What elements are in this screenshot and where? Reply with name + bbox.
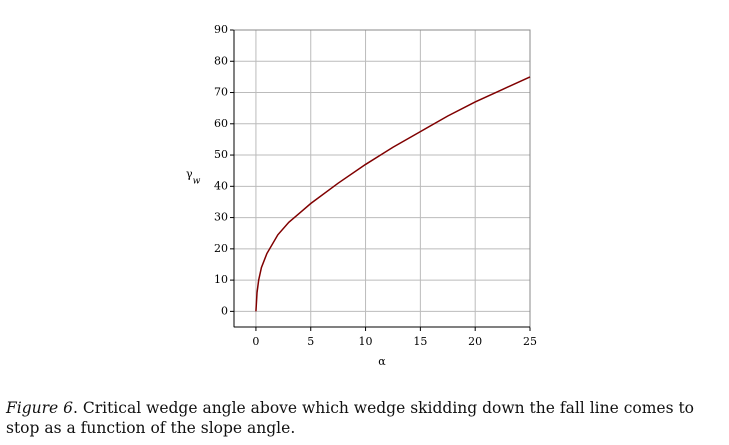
y-tick-label: 90 [214, 23, 228, 36]
y-tick-label: 30 [214, 211, 228, 224]
caption-text: . Critical wedge angle above which wedge… [6, 399, 695, 437]
y-axis-symbol: γ [186, 168, 193, 181]
line-series [255, 76, 531, 312]
y-tick-label: 50 [214, 148, 228, 161]
y-tick-label: 0 [221, 304, 228, 317]
caption-label: Figure 6 [6, 399, 73, 417]
y-tick-label: 80 [214, 54, 228, 67]
y-tick-label: 10 [214, 273, 228, 286]
y-tick-label: 20 [214, 242, 228, 255]
y-axis-label: γw [186, 168, 201, 187]
caption: Figure 6. Critical wedge angle above whi… [6, 398, 726, 438]
chart: 0 10 20 30 40 50 60 70 80 90 0 5 10 15 20 25 α γw [186, 23, 537, 368]
y-tick-label: 40 [214, 179, 228, 192]
x-tick-label: 10 [359, 335, 373, 348]
x-tick-label: 0 [252, 335, 259, 348]
x-tick-label: 5 [307, 335, 314, 348]
x-tick-label: 20 [468, 335, 482, 348]
plot-frame [233, 29, 531, 328]
x-tick-label: 15 [413, 335, 427, 348]
y-tick-label: 60 [214, 117, 228, 130]
x-tick-label: 25 [523, 335, 537, 348]
y-axis-subscript: w [193, 176, 201, 186]
x-axis-label: α [378, 355, 386, 368]
y-tick-label: 70 [214, 86, 228, 99]
